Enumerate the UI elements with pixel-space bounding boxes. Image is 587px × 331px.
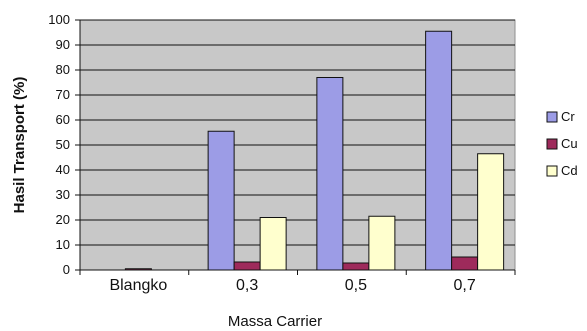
bars — [124, 30, 505, 271]
legend-swatch-cd — [546, 165, 558, 177]
bar-cr-1 — [207, 130, 235, 271]
legend-swatch-cr — [546, 111, 558, 123]
legend: Cr Cu Cd — [546, 109, 578, 178]
x-axis-ticks: Blangko 0,3 0,5 0,7 — [79, 269, 516, 294]
y-tick-label: 40 — [56, 162, 70, 177]
y-tick-label: 30 — [56, 187, 70, 202]
y-tick-label: 20 — [56, 212, 70, 227]
x-tick-label: 0,7 — [454, 277, 476, 294]
y-tick-label: 50 — [56, 137, 70, 152]
y-tick-label: 0 — [63, 262, 70, 277]
x-tick-label: 0,3 — [236, 277, 258, 294]
x-axis-title: Massa Carrier — [228, 313, 322, 330]
y-axis-ticks: 0 10 20 30 40 50 60 70 80 90 100 — [48, 12, 81, 277]
y-tick-label: 60 — [56, 112, 70, 127]
legend-swatch-cu — [546, 138, 558, 150]
y-tick-label: 10 — [56, 237, 70, 252]
legend-label-cd: Cd — [561, 163, 578, 178]
x-tick-label: 0,5 — [345, 277, 367, 294]
bar-cd-2 — [368, 215, 396, 271]
bar-cr-2 — [316, 77, 344, 271]
y-tick-label: 90 — [56, 37, 70, 52]
legend-label-cu: Cu — [561, 136, 578, 151]
y-axis-title: Hasil Transport (%) — [11, 77, 28, 214]
bar-cu-3 — [451, 256, 479, 271]
bar-cu-2 — [342, 262, 370, 271]
bar-cd-3 — [477, 153, 505, 271]
y-tick-label: 80 — [56, 62, 70, 77]
y-tick-label: 70 — [56, 87, 70, 102]
bar-cr-3 — [425, 30, 453, 271]
bar-cu-1 — [233, 261, 261, 271]
y-tick-label: 100 — [48, 12, 70, 27]
legend-label-cr: Cr — [561, 109, 575, 124]
bar-cd-1 — [259, 217, 287, 271]
x-tick-label: Blangko — [109, 277, 167, 294]
